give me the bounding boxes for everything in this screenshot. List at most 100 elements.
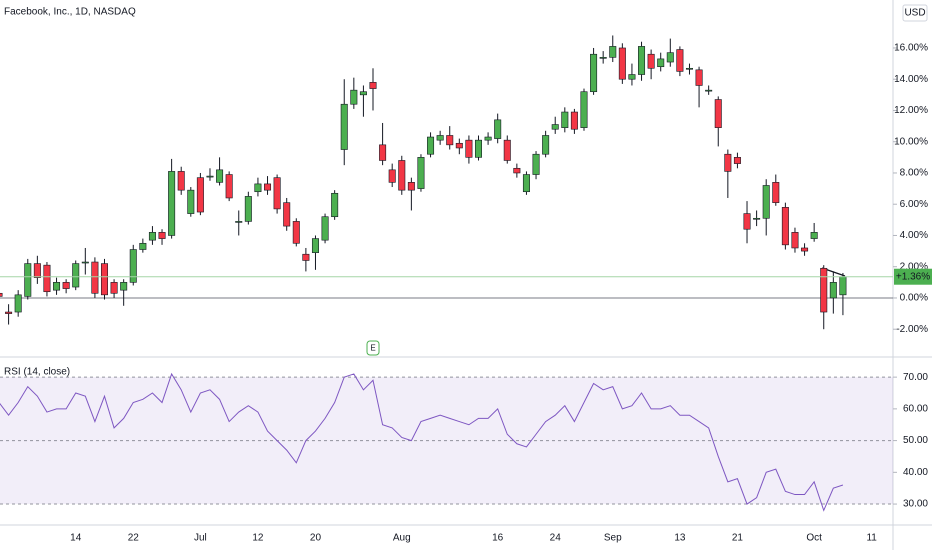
candle-body <box>244 196 252 222</box>
candle-body <box>100 263 108 296</box>
x-tick-label: Jul <box>194 533 207 544</box>
candle-body <box>33 263 41 278</box>
candle-body <box>685 67 693 70</box>
candle-body <box>43 264 51 293</box>
y-tick-label: 40.00 <box>903 467 928 478</box>
candle-body <box>446 135 454 146</box>
candle-body <box>129 249 137 283</box>
candle-body <box>311 238 319 253</box>
candle-body <box>302 253 310 261</box>
candle-body <box>379 144 387 161</box>
candle-body <box>254 183 262 193</box>
candle-body <box>369 82 377 89</box>
currency-label[interactable]: USD <box>904 8 925 19</box>
candle-body <box>273 177 281 210</box>
candle-body <box>820 267 828 313</box>
y-tick-label: 0.00% <box>900 293 928 304</box>
candle-body <box>810 232 818 239</box>
candle-body <box>0 292 3 297</box>
candle-body <box>158 232 166 239</box>
candle-body <box>666 52 674 63</box>
last-price-label: +1.36% <box>896 271 930 282</box>
candle-body <box>484 136 492 141</box>
x-tick-label: 11 <box>866 533 877 544</box>
candle-body <box>618 47 626 80</box>
candle-body <box>801 247 809 252</box>
candle-body <box>283 202 291 227</box>
candle-body <box>743 213 751 230</box>
candle-body <box>551 124 559 130</box>
candle-body <box>455 142 463 149</box>
candle-body <box>72 263 80 288</box>
y-tick-label: 10.00% <box>894 136 928 147</box>
candle-body <box>542 135 550 155</box>
chart-title: Facebook, Inc., 1D, NASDAQ <box>4 7 136 18</box>
candle-body <box>753 217 761 220</box>
candle-body <box>724 153 732 172</box>
candle-body <box>657 58 665 68</box>
candle-body <box>513 167 521 174</box>
candle-body <box>695 69 703 86</box>
candle-body <box>705 89 713 92</box>
candle-body <box>139 242 147 250</box>
candle-body <box>561 111 569 128</box>
candle-body <box>53 282 61 291</box>
x-tick-label: 14 <box>70 533 82 544</box>
candle-body <box>321 216 329 241</box>
y-tick-label: 6.00% <box>900 199 928 210</box>
candle-body <box>359 91 367 96</box>
candle-body <box>225 174 233 199</box>
candle-body <box>791 232 799 249</box>
x-tick-label: 16 <box>492 533 504 544</box>
x-tick-label: Aug <box>393 533 411 544</box>
y-tick-label: 2.00% <box>900 261 928 272</box>
x-tick-label: 22 <box>128 533 140 544</box>
last-price-badge <box>894 268 932 285</box>
y-tick-label: 50.00 <box>903 435 928 446</box>
candle-body <box>436 135 444 141</box>
candle-body <box>599 57 607 59</box>
candle-body <box>14 294 22 313</box>
earnings-marker <box>366 340 380 356</box>
candle-body <box>196 177 204 213</box>
x-tick-label: Sep <box>604 533 622 544</box>
candle-body <box>206 175 214 178</box>
candle-body <box>120 282 128 291</box>
candle-body <box>580 91 588 128</box>
candle-body <box>522 174 530 193</box>
candle-body <box>647 53 655 69</box>
y-tick-label: 60.00 <box>903 404 928 415</box>
candle-body <box>427 136 435 155</box>
candle-body <box>638 46 646 75</box>
candle-body <box>187 189 195 214</box>
candle-body <box>235 221 243 223</box>
candle-body <box>407 182 415 191</box>
candle-body <box>24 263 32 297</box>
candle-body <box>714 99 722 128</box>
candle-body <box>465 139 473 158</box>
candle-body <box>177 171 185 191</box>
candle-body <box>474 139 482 158</box>
y-tick-label: 30.00 <box>903 499 928 510</box>
currency-box[interactable] <box>902 4 928 22</box>
y-tick-label: 4.00% <box>900 230 928 241</box>
candle-body <box>110 282 118 294</box>
y-tick-label: 14.00% <box>894 74 928 85</box>
x-tick-label: Oct <box>806 533 822 544</box>
candle-body <box>81 261 89 264</box>
x-tick-label: 24 <box>550 533 562 544</box>
candle-body <box>148 232 156 241</box>
candle-body <box>91 261 99 294</box>
y-tick-label: -2.00% <box>896 324 928 335</box>
candle-body <box>676 49 684 72</box>
y-tick-label: 12.00% <box>894 105 928 116</box>
candle-body <box>494 119 502 139</box>
candle-body <box>5 311 13 314</box>
candle-body <box>350 89 358 105</box>
candle-body <box>340 103 348 150</box>
y-tick-label: 8.00% <box>900 168 928 179</box>
candle-body <box>733 157 741 164</box>
candle-body <box>829 282 837 299</box>
